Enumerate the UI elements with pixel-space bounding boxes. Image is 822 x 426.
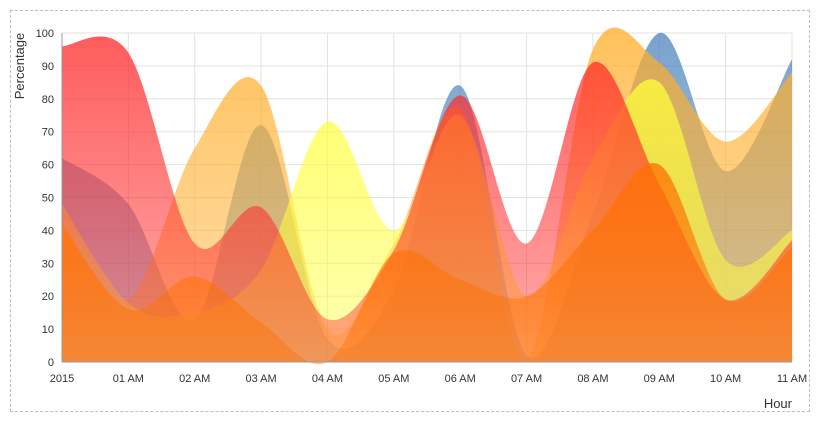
y-tick-label: 20	[42, 291, 54, 303]
y-tick-label: 40	[42, 225, 54, 237]
x-tick-label: 02 AM	[179, 373, 210, 385]
y-tick-label: 70	[42, 127, 54, 139]
x-tick-label: 03 AM	[245, 373, 276, 385]
y-tick-label: 100	[36, 28, 54, 40]
chart-frame	[10, 10, 810, 412]
y-tick-label: 10	[42, 324, 54, 336]
x-tick-label: 10 AM	[710, 373, 741, 385]
series-area-5	[62, 163, 792, 365]
y-tick-label: 30	[42, 258, 54, 270]
series-areas	[62, 27, 792, 365]
y-tick-label: 60	[42, 160, 54, 172]
y-axis-title: Percentage	[12, 33, 27, 100]
x-axis-title: Hour	[764, 396, 793, 411]
y-tick-label: 90	[42, 61, 54, 73]
x-tick-label: 2015	[50, 373, 74, 385]
x-tick-label: 08 AM	[577, 373, 608, 385]
x-tick-label: 09 AM	[644, 373, 675, 385]
y-tick-label: 50	[42, 193, 54, 205]
x-tick-label: 06 AM	[445, 373, 476, 385]
x-tick-label: 05 AM	[378, 373, 409, 385]
x-tick-label: 11 AM	[777, 373, 807, 385]
y-tick-label: 80	[42, 94, 54, 106]
axes: 0 10 20 30 40 50 60 70 80 90 100 2015 01 AM 02 AM 03 A…	[36, 28, 808, 385]
x-tick-label: 04 AM	[312, 373, 343, 385]
x-tick-label: 07 AM	[511, 373, 542, 385]
y-tick-label: 0	[48, 357, 54, 369]
x-tick-label: 01 AM	[113, 373, 144, 385]
